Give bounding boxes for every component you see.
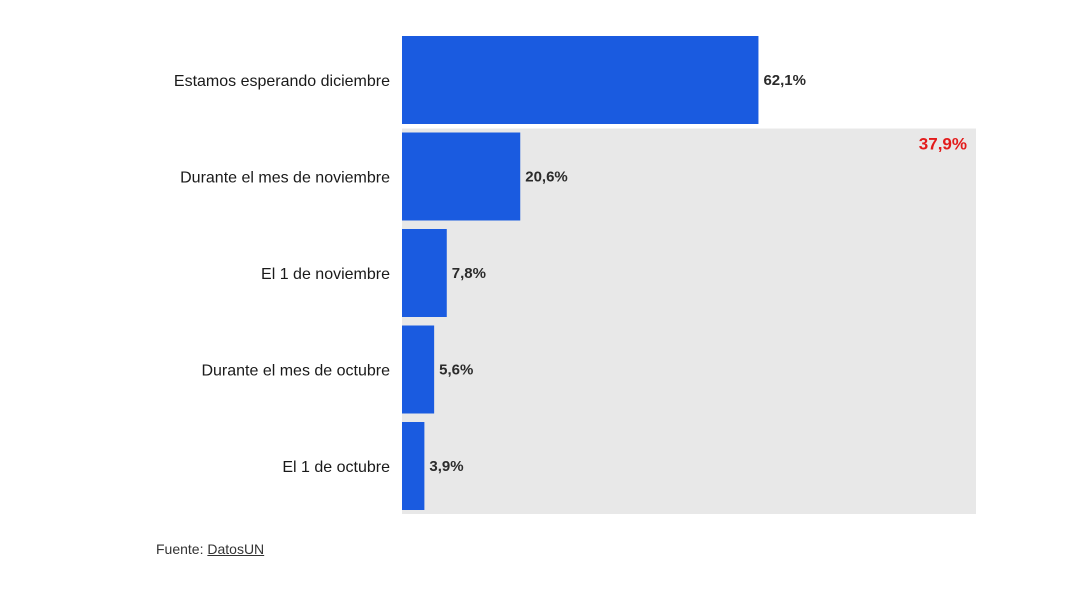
source-note: Fuente: DatosUN [156, 541, 264, 557]
bar-3 [402, 229, 447, 317]
source-link[interactable]: DatosUN [207, 541, 265, 557]
category-label: Durante el mes de noviembre [180, 170, 390, 187]
bar-5 [402, 422, 425, 510]
value-label: 5,6% [439, 362, 473, 379]
category-label: El 1 de noviembre [261, 266, 390, 283]
value-label: 20,6% [525, 169, 568, 186]
value-label: 3,9% [429, 458, 463, 475]
value-label: 7,8% [452, 265, 486, 282]
highlight-value-label: 37,9% [919, 135, 967, 154]
value-label: 62,1% [763, 72, 806, 89]
category-label: Estamos esperando diciembre [174, 73, 390, 90]
source-prefix: Fuente: [156, 541, 208, 557]
bar-1 [402, 36, 759, 124]
bar-4 [402, 325, 435, 414]
category-label: El 1 de octubre [282, 459, 390, 476]
bars-group: Estamos esperando diciembre 62,1% Durante … [174, 36, 806, 510]
category-label: Durante el mes de octubre [201, 363, 390, 380]
bar-2 [402, 132, 521, 221]
